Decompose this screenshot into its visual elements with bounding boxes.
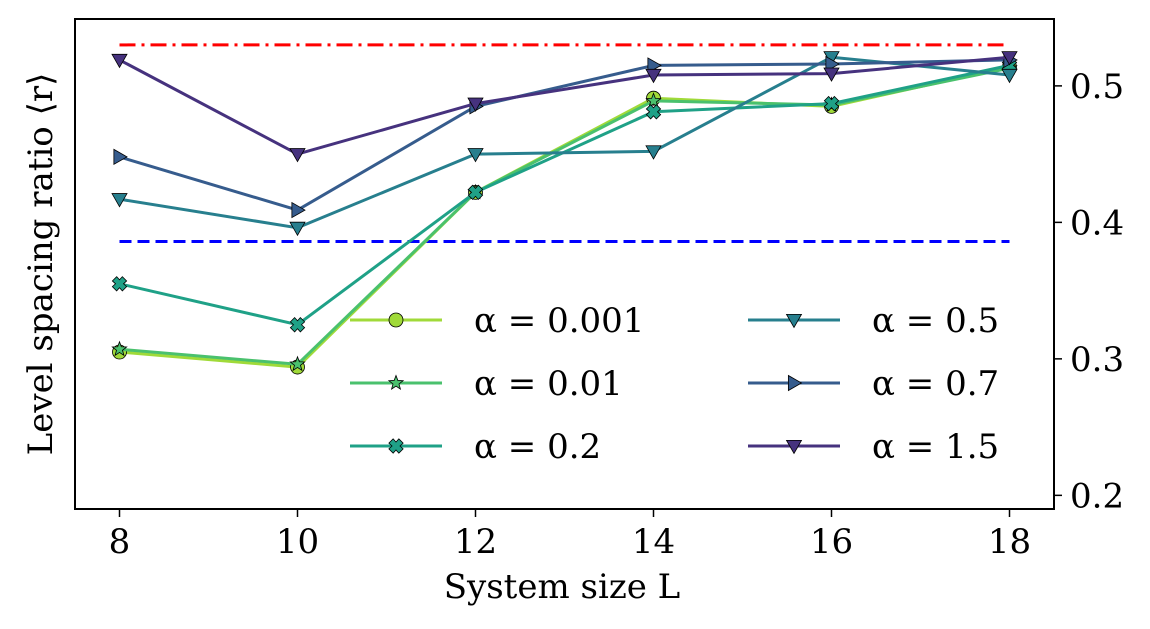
data-point — [111, 193, 128, 208]
x-tick-label: 18 — [988, 522, 1031, 562]
legend-entry: α = 0.01 — [350, 364, 623, 404]
y-tick-label: 0.3 — [1070, 340, 1124, 380]
data-point — [113, 148, 128, 166]
data-point — [289, 355, 306, 372]
data-point — [111, 53, 128, 69]
reference-lines — [119, 43, 1010, 243]
data-point — [289, 221, 306, 237]
data-point — [467, 184, 484, 201]
series-line — [119, 63, 1010, 327]
series-line — [119, 55, 1010, 230]
legend-label: α = 0.7 — [872, 364, 999, 404]
legend-label: α = 0.2 — [474, 427, 601, 467]
x-tick-label: 14 — [632, 522, 675, 562]
legend-label: α = 1.5 — [872, 427, 999, 467]
x-tick-label: 16 — [810, 522, 853, 562]
legend-marker — [785, 439, 803, 455]
x-axis-label: System size L — [444, 567, 681, 607]
data-point — [289, 148, 306, 163]
series-layer — [111, 51, 1018, 375]
data-point — [823, 95, 840, 112]
data-point — [645, 104, 662, 120]
legend-label: α = 0.5 — [872, 301, 999, 341]
series-5 — [111, 51, 1018, 163]
data-point — [111, 340, 128, 357]
data-point — [111, 276, 128, 292]
data-point — [291, 201, 306, 219]
legend-marker — [787, 374, 803, 392]
plot-frame — [74, 18, 1055, 510]
series-line — [119, 66, 1010, 366]
data-point — [823, 67, 840, 82]
x-tick-label: 8 — [109, 522, 131, 562]
legend-entry: α = 0.2 — [350, 427, 601, 467]
y-tick-label: 0.2 — [1070, 476, 1124, 516]
y-axis-label: Level spacing ratio ⟨r⟩ — [21, 73, 61, 456]
y-tick-label: 0.5 — [1070, 67, 1124, 107]
series-4 — [113, 51, 1018, 219]
series-line — [118, 55, 1010, 156]
series-3 — [111, 51, 1018, 237]
data-point — [645, 145, 662, 160]
legend-marker — [388, 438, 404, 454]
legend-marker — [387, 374, 405, 390]
legend-label: α = 0.01 — [474, 364, 623, 404]
legend-entry: α = 1.5 — [748, 427, 999, 467]
data-point — [467, 97, 484, 112]
series-line — [119, 58, 1010, 212]
legend-entry: α = 0.5 — [748, 301, 999, 341]
y-axis: 0.2 0.3 0.4 0.5 — [1054, 67, 1124, 516]
data-point — [645, 68, 662, 84]
data-point — [289, 317, 306, 333]
data-point — [1001, 68, 1018, 84]
legend-entry: α = 0.7 — [748, 364, 999, 404]
legend-entry: α = 0.001 — [350, 301, 644, 341]
data-point — [645, 92, 662, 108]
x-axis: 8 10 12 14 16 18 — [109, 509, 1031, 562]
data-point — [467, 148, 484, 163]
legend-marker — [388, 312, 404, 328]
legend-marker — [785, 313, 803, 329]
x-tick-label: 10 — [276, 522, 319, 562]
data-point — [1001, 51, 1018, 66]
y-tick-label: 0.4 — [1070, 203, 1124, 243]
legend: α = 0.001 α = 0.01 α = 0.2 α = 0.5 α = 0.7 α … — [350, 301, 999, 467]
legend-label: α = 0.001 — [474, 301, 644, 341]
x-tick-label: 12 — [454, 522, 497, 562]
